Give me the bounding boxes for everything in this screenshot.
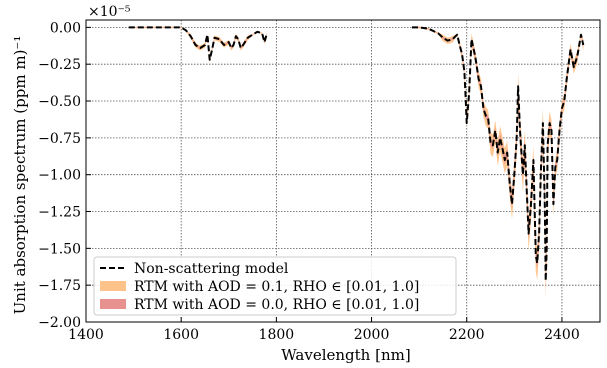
legend: Non-scattering model RTM with AOD = 0.1,…: [93, 256, 457, 316]
legend-label-aod-01: RTM with AOD = 0.1, RHO ∈ [0.01, 1.0]: [134, 279, 419, 295]
non-scattering-lines: [128, 26, 585, 282]
axis-ticks: 1400 1600 1800 2000 2200 2400 0.00 −0.25 −0.50 −0…: [38, 20, 580, 343]
rtm-band-aod-00: [128, 27, 267, 61]
x-axis-label: Wavelength [nm]: [281, 346, 410, 364]
y-tick-label: −1.25: [38, 205, 81, 221]
y-tick-label: −2.00: [38, 315, 81, 331]
rtm-band-aod-01: [128, 26, 267, 63]
plot-frame: [85, 19, 601, 323]
y-tick-label: −1.00: [38, 168, 81, 184]
y-tick-label: 0.00: [50, 20, 81, 36]
y-scale-label: ×10⁻⁵: [88, 4, 131, 20]
rtm-band-aod-01: [412, 26, 584, 298]
y-tick-label: −1.75: [38, 278, 81, 294]
y-tick-label: −0.50: [38, 94, 81, 110]
x-tick-label: 2000: [354, 327, 390, 343]
x-tick-label: 1600: [163, 327, 199, 343]
grid-lines: [86, 20, 600, 322]
rtm-bands: [128, 26, 584, 298]
x-tick-label: 1800: [259, 327, 295, 343]
legend-label-aod-00: RTM with AOD = 0.0, RHO ∈ [0.01, 1.0]: [134, 297, 419, 313]
x-tick-label: 1400: [68, 327, 104, 343]
y-tick-label: −0.25: [38, 57, 81, 73]
y-axis-label: Unit absorption spectrum (ppm m)⁻¹: [11, 36, 29, 315]
legend-swatch-aod-01: [100, 281, 126, 291]
x-tick-label: 2400: [544, 327, 580, 343]
non-scattering-line: [412, 26, 585, 282]
x-tick-label: 2200: [449, 327, 485, 343]
legend-swatch-aod-00: [100, 299, 126, 309]
legend-label-non-scattering: Non-scattering model: [134, 261, 289, 277]
legend-box: [93, 256, 457, 316]
y-tick-label: −1.50: [38, 241, 81, 257]
y-tick-label: −0.75: [38, 131, 81, 147]
non-scattering-line: [128, 26, 268, 61]
